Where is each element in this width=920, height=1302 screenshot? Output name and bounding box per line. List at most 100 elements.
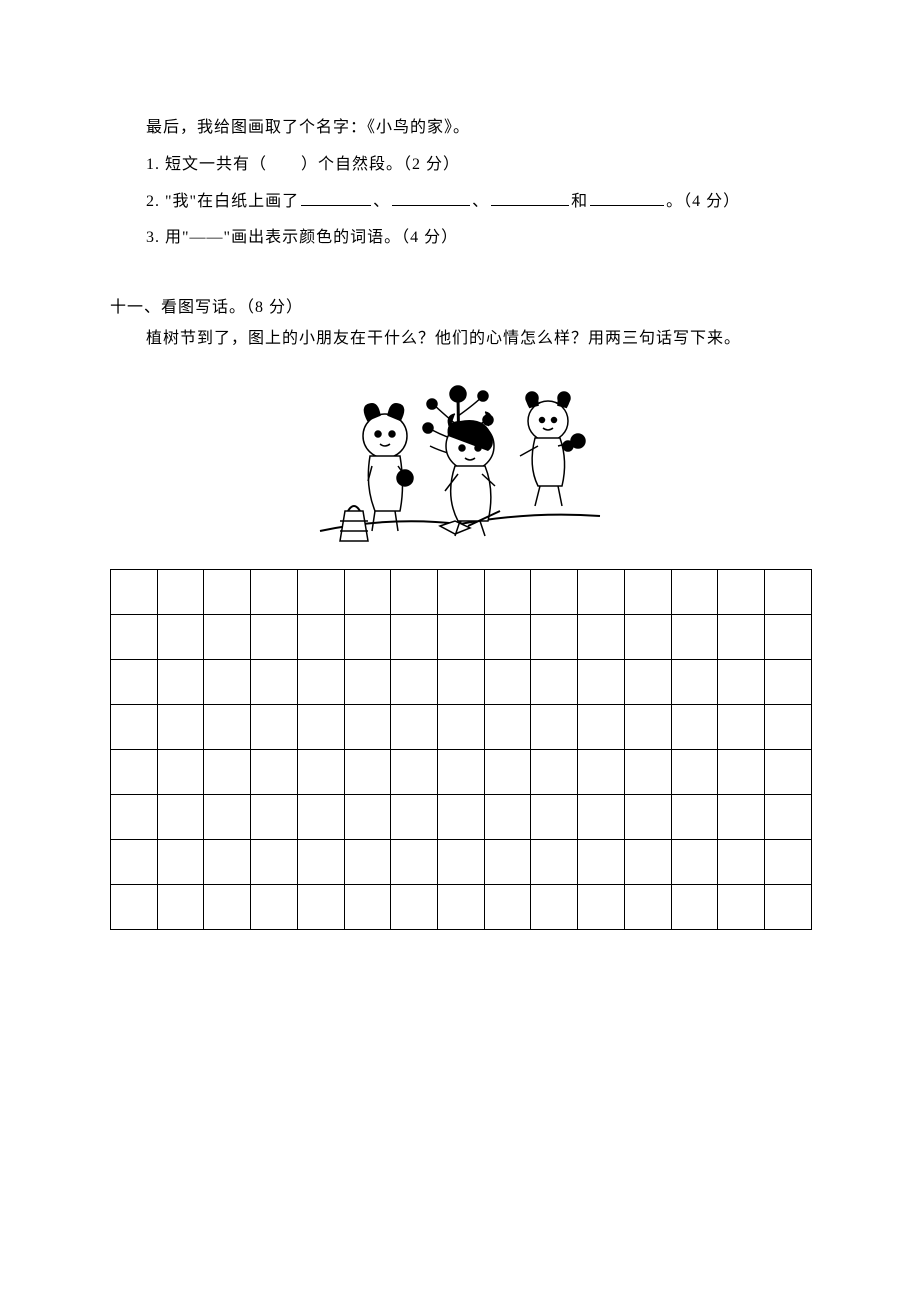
grid-cell[interactable]: [111, 659, 158, 704]
grid-cell[interactable]: [578, 659, 625, 704]
grid-cell[interactable]: [671, 614, 718, 659]
grid-cell[interactable]: [204, 569, 251, 614]
grid-cell[interactable]: [531, 839, 578, 884]
grid-cell[interactable]: [344, 794, 391, 839]
grid-cell[interactable]: [204, 614, 251, 659]
grid-cell[interactable]: [718, 794, 765, 839]
grid-cell[interactable]: [765, 839, 812, 884]
grid-cell[interactable]: [671, 749, 718, 794]
grid-cell[interactable]: [484, 794, 531, 839]
grid-cell[interactable]: [157, 749, 204, 794]
q2-blank-3[interactable]: [491, 188, 569, 206]
grid-cell[interactable]: [157, 884, 204, 929]
grid-cell[interactable]: [157, 704, 204, 749]
grid-cell[interactable]: [484, 749, 531, 794]
grid-cell[interactable]: [251, 614, 298, 659]
grid-cell[interactable]: [718, 749, 765, 794]
grid-cell[interactable]: [531, 749, 578, 794]
grid-cell[interactable]: [111, 839, 158, 884]
grid-cell[interactable]: [765, 569, 812, 614]
grid-cell[interactable]: [204, 749, 251, 794]
grid-cell[interactable]: [157, 659, 204, 704]
grid-cell[interactable]: [391, 569, 438, 614]
grid-cell[interactable]: [251, 569, 298, 614]
grid-cell[interactable]: [438, 794, 485, 839]
grid-cell[interactable]: [157, 614, 204, 659]
grid-cell[interactable]: [438, 704, 485, 749]
grid-cell[interactable]: [344, 569, 391, 614]
grid-cell[interactable]: [297, 794, 344, 839]
grid-cell[interactable]: [251, 839, 298, 884]
grid-cell[interactable]: [204, 884, 251, 929]
grid-cell[interactable]: [344, 749, 391, 794]
grid-cell[interactable]: [111, 614, 158, 659]
grid-cell[interactable]: [251, 794, 298, 839]
grid-cell[interactable]: [297, 614, 344, 659]
grid-cell[interactable]: [718, 839, 765, 884]
grid-cell[interactable]: [391, 659, 438, 704]
grid-cell[interactable]: [718, 884, 765, 929]
grid-cell[interactable]: [204, 704, 251, 749]
grid-cell[interactable]: [578, 839, 625, 884]
grid-cell[interactable]: [391, 749, 438, 794]
grid-cell[interactable]: [578, 569, 625, 614]
grid-cell[interactable]: [297, 704, 344, 749]
grid-cell[interactable]: [391, 614, 438, 659]
grid-cell[interactable]: [531, 614, 578, 659]
grid-cell[interactable]: [624, 659, 671, 704]
grid-cell[interactable]: [531, 569, 578, 614]
grid-cell[interactable]: [624, 749, 671, 794]
grid-cell[interactable]: [204, 659, 251, 704]
grid-cell[interactable]: [624, 704, 671, 749]
grid-cell[interactable]: [157, 794, 204, 839]
grid-cell[interactable]: [157, 569, 204, 614]
grid-cell[interactable]: [297, 839, 344, 884]
grid-cell[interactable]: [344, 704, 391, 749]
grid-cell[interactable]: [111, 569, 158, 614]
grid-cell[interactable]: [531, 659, 578, 704]
grid-cell[interactable]: [578, 794, 625, 839]
q2-blank-4[interactable]: [590, 188, 664, 206]
grid-cell[interactable]: [484, 839, 531, 884]
grid-cell[interactable]: [531, 884, 578, 929]
grid-cell[interactable]: [438, 614, 485, 659]
grid-cell[interactable]: [765, 749, 812, 794]
grid-cell[interactable]: [111, 884, 158, 929]
grid-cell[interactable]: [578, 704, 625, 749]
grid-cell[interactable]: [344, 614, 391, 659]
grid-cell[interactable]: [391, 884, 438, 929]
grid-cell[interactable]: [531, 794, 578, 839]
grid-cell[interactable]: [344, 839, 391, 884]
grid-cell[interactable]: [671, 569, 718, 614]
grid-cell[interactable]: [438, 569, 485, 614]
grid-cell[interactable]: [297, 884, 344, 929]
grid-cell[interactable]: [251, 659, 298, 704]
q2-blank-2[interactable]: [392, 188, 470, 206]
grid-cell[interactable]: [765, 794, 812, 839]
grid-cell[interactable]: [718, 659, 765, 704]
grid-cell[interactable]: [204, 839, 251, 884]
grid-cell[interactable]: [484, 704, 531, 749]
grid-cell[interactable]: [624, 614, 671, 659]
grid-cell[interactable]: [765, 704, 812, 749]
grid-cell[interactable]: [484, 659, 531, 704]
q1-blank[interactable]: [267, 156, 301, 173]
grid-cell[interactable]: [671, 794, 718, 839]
grid-cell[interactable]: [438, 749, 485, 794]
grid-cell[interactable]: [578, 614, 625, 659]
grid-cell[interactable]: [251, 749, 298, 794]
grid-cell[interactable]: [251, 704, 298, 749]
grid-cell[interactable]: [484, 569, 531, 614]
grid-cell[interactable]: [765, 659, 812, 704]
grid-cell[interactable]: [111, 749, 158, 794]
grid-cell[interactable]: [578, 884, 625, 929]
grid-cell[interactable]: [765, 614, 812, 659]
grid-cell[interactable]: [391, 794, 438, 839]
grid-cell[interactable]: [297, 659, 344, 704]
grid-cell[interactable]: [624, 794, 671, 839]
grid-cell[interactable]: [578, 749, 625, 794]
grid-cell[interactable]: [671, 884, 718, 929]
grid-cell[interactable]: [297, 749, 344, 794]
grid-cell[interactable]: [765, 884, 812, 929]
grid-cell[interactable]: [111, 794, 158, 839]
